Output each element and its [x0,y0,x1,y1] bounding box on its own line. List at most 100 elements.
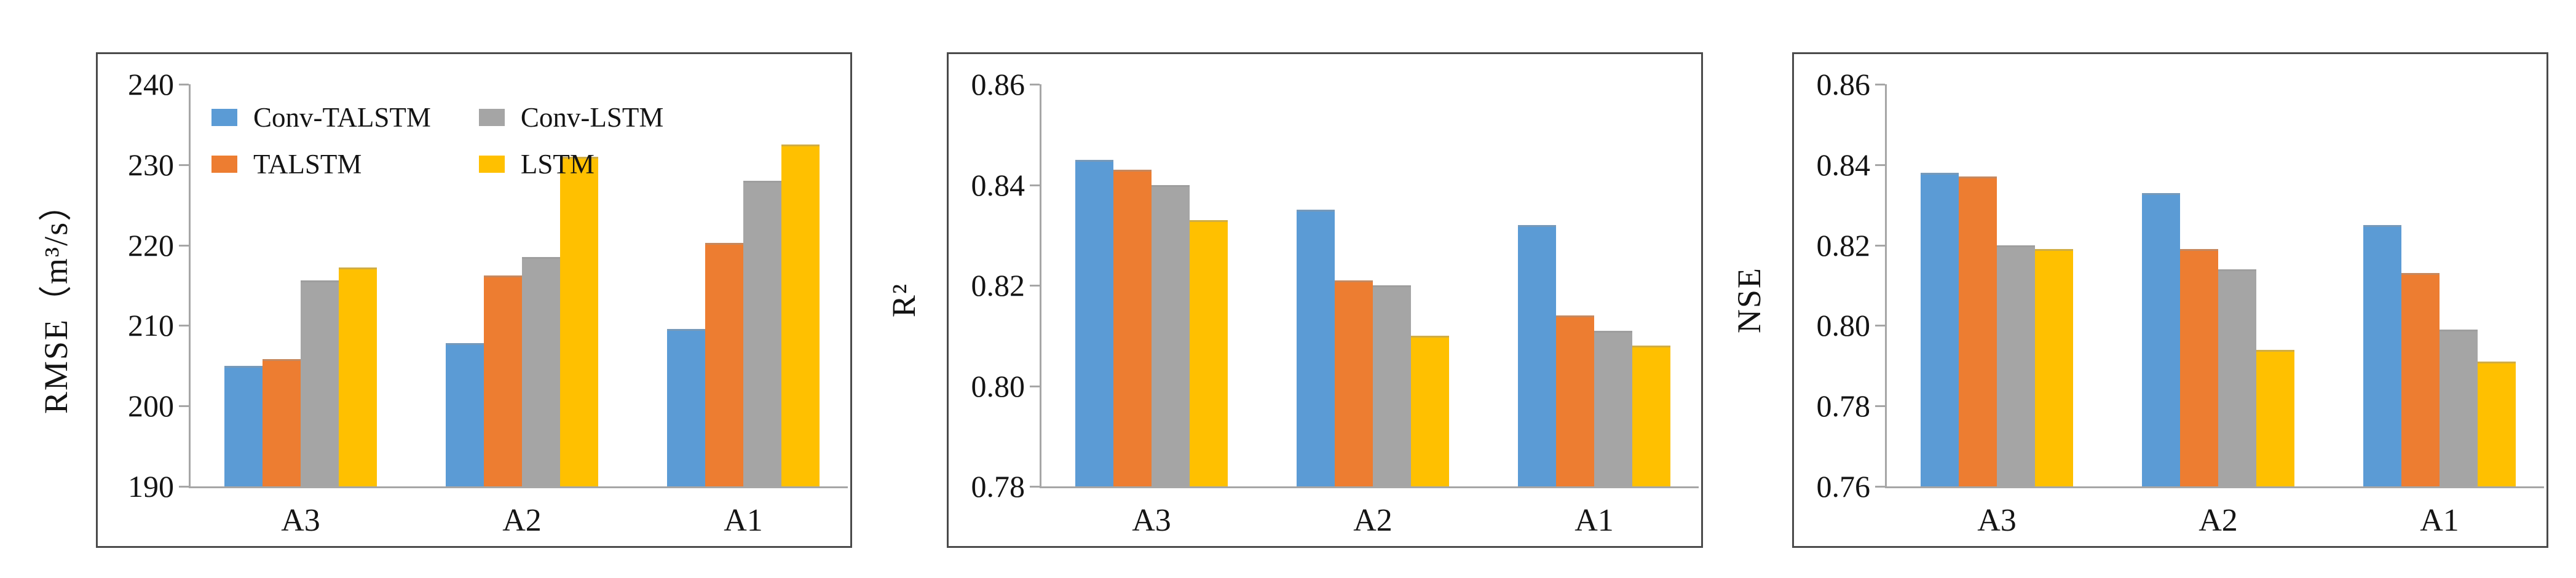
r2-chart-frame: 0.86 0.84 0.82 0.80 0.78 A3 A2 A1 [947,52,1703,548]
rmse-chart-frame: 240 230 220 210 200 190 A3 A2 A1 Conv-TALSTM Conv-… [96,52,852,548]
x-category-label: A2 [1353,503,1393,538]
y-tick-mark [179,325,189,327]
y-axis-title-text: R² [885,282,922,318]
bar-Conv-LSTM-A3 [301,280,339,486]
x-category-label: A2 [502,503,542,538]
y-tick-label: 0.82 [1816,228,1871,263]
legend-label: TALSTM [253,149,362,180]
bar-TALSTM-A3 [1959,176,1997,486]
bar-Conv-LSTM-A1 [743,180,781,486]
bar-Conv-TALSTM-A1 [1518,224,1556,486]
bar-Conv-TALSTM-A2 [1297,210,1335,486]
r2-chart-panel: R² 0.86 0.84 0.82 0.80 0.78 A3 A2 A1 [861,52,1703,548]
bar-LSTM-A2 [2256,349,2294,486]
y-tick-label: 200 [128,389,174,424]
legend-label: LSTM [520,149,595,180]
x-axis-line [1885,486,2544,488]
bar-TALSTM-A3 [1113,169,1152,486]
bar-Conv-TALSTM-A1 [667,328,705,486]
bar-TALSTM-A1 [705,242,743,486]
y-tick-label: 210 [128,308,174,343]
bar-LSTM-A1 [2478,362,2516,486]
y-axis-title-text: RMSE（m³/s） [38,186,75,414]
legend-swatch-icon [211,156,237,173]
bar-LSTM-A2 [1411,335,1449,486]
legend-item-LSTM: LSTM [478,149,664,180]
y-tick-label: 0.86 [971,67,1025,101]
bar-Conv-LSTM-A3 [1997,245,2035,486]
x-category-label: A2 [2199,503,2238,538]
y-tick-label: 0.82 [971,268,1025,303]
bar-Conv-LSTM-A2 [1373,285,1411,486]
y-tick-mark [1875,486,1885,488]
y-tick-label: 240 [128,67,174,101]
y-tick-label: 0.78 [1816,389,1871,424]
x-axis-line [1040,486,1699,488]
legend: Conv-TALSTM Conv-LSTM TALSTM LSTM [211,102,663,180]
x-category-label: A1 [724,503,763,538]
legend-swatch-icon [478,156,505,173]
y-tick-mark [1875,405,1885,408]
bar-TALSTM-A1 [2401,273,2440,486]
y-tick-label: 220 [128,228,174,263]
legend-item-Conv-LSTM: Conv-LSTM [478,102,664,133]
y-tick-mark [179,84,189,85]
bar-Conv-LSTM-A1 [2440,329,2478,486]
y-tick-label: 0.84 [1816,147,1871,182]
bar-LSTM-A2 [560,156,598,486]
legend-item-Conv-TALSTM: Conv-TALSTM [211,102,431,133]
bar-LSTM-A1 [1632,346,1670,486]
y-axis-line [189,84,191,488]
x-category-label: A3 [281,503,320,538]
legend-label: Conv-LSTM [520,102,664,133]
bar-Conv-LSTM-A3 [1152,184,1190,486]
legend-item-TALSTM: TALSTM [211,149,431,180]
x-category-label: A3 [1977,503,2017,538]
bar-TALSTM-A2 [1335,280,1373,486]
bar-Conv-TALSTM-A3 [224,365,263,486]
bar-TALSTM-A2 [2180,249,2218,486]
y-tick-mark [1030,84,1040,85]
y-tick-label: 230 [128,147,174,182]
bar-Conv-LSTM-A2 [522,257,560,486]
x-category-label: A3 [1132,503,1171,538]
y-tick-mark [1875,84,1885,85]
y-tick-mark [179,405,189,408]
bar-LSTM-A3 [2035,249,2073,486]
y-tick-mark [1030,184,1040,186]
x-axis-line [189,486,848,488]
legend-swatch-icon [211,109,237,126]
bar-Conv-TALSTM-A3 [1075,159,1113,486]
nse-chart-panel: NSE 0.86 0.84 0.82 0.80 0.78 0.76 A3 A2 A1 [1706,52,2548,548]
y-tick-label: 0.86 [1816,67,1871,101]
bar-Conv-TALSTM-A1 [2363,224,2401,486]
bar-Conv-TALSTM-A2 [2142,192,2180,486]
bar-Conv-LSTM-A2 [2218,269,2256,486]
y-tick-mark [1030,486,1040,488]
y-axis-line [1040,84,1041,488]
bar-Conv-TALSTM-A3 [1921,172,1959,486]
y-tick-label: 190 [128,469,174,504]
y-tick-mark [1875,244,1885,247]
bar-TALSTM-A2 [484,275,522,486]
bar-TALSTM-A3 [263,359,301,486]
y-axis-line [1885,84,1887,488]
y-tick-label: 0.80 [971,368,1025,403]
y-tick-mark [1030,285,1040,287]
y-tick-label: 0.80 [1816,308,1871,343]
x-category-label: A1 [1574,503,1614,538]
bar-LSTM-A3 [339,267,377,486]
bar-LSTM-A1 [781,144,820,486]
bar-Conv-LSTM-A1 [1594,330,1632,486]
legend-swatch-icon [478,109,505,126]
y-tick-mark [179,244,189,247]
rmse-y-axis-title: RMSE（m³/s） [10,52,96,548]
y-tick-label: 0.84 [971,167,1025,202]
r2-y-axis-title: R² [861,52,947,548]
y-tick-mark [179,486,189,488]
y-tick-label: 0.76 [1816,469,1871,504]
bar-LSTM-A3 [1190,220,1228,486]
legend-label: Conv-TALSTM [253,102,431,133]
y-axis-title-text: NSE [1730,266,1768,334]
